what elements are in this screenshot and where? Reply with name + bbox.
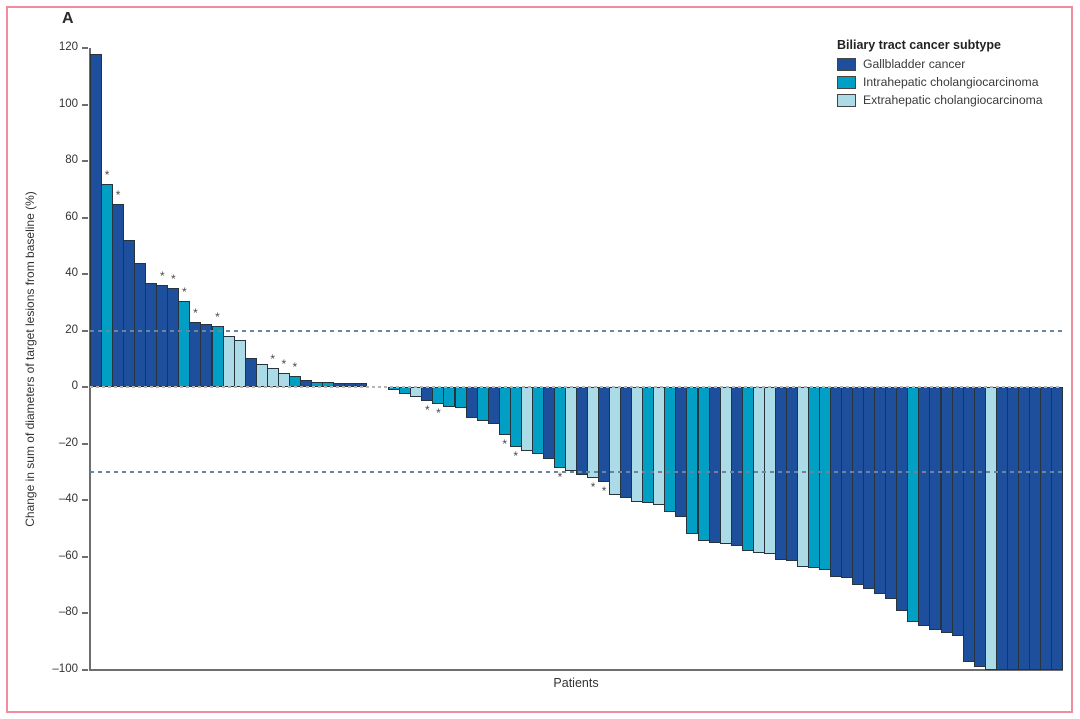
significance-asterisk: * — [281, 356, 287, 371]
reference-line--30 — [90, 471, 1062, 474]
significance-asterisk: * — [104, 167, 110, 182]
panel-label: A — [62, 10, 74, 27]
legend-swatch-extrahepatic — [837, 93, 856, 107]
significance-asterisk: * — [170, 272, 176, 287]
waterfall-bar-gallbladder — [1050, 387, 1063, 670]
y-tick-label: 60 — [65, 210, 78, 223]
y-tick-mark — [82, 273, 88, 276]
significance-asterisk: * — [513, 448, 519, 463]
y-tick-mark — [82, 103, 88, 106]
y-tick-mark — [82, 386, 88, 389]
y-tick-mark — [82, 329, 88, 332]
significance-asterisk: * — [557, 469, 563, 484]
y-tick-label: 40 — [65, 267, 78, 280]
significance-asterisk: * — [436, 406, 441, 421]
x-axis-line — [89, 669, 1063, 671]
x-axis-title: Patients — [553, 676, 599, 690]
legend-swatch-intrahepatic — [837, 75, 856, 89]
significance-asterisk: * — [270, 352, 276, 367]
y-tick-label: –80 — [58, 606, 78, 619]
y-tick-label: 0 — [71, 380, 78, 393]
plot-area: * * * * * * * * * * * * * * * * * 120 100 80 60 40 20 0 –20 –40 –… — [52, 41, 1063, 675]
y-tick-mark — [82, 612, 88, 615]
y-tick-label: –60 — [58, 549, 78, 562]
legend: Biliary tract cancer subtype Gallbladder… — [837, 38, 1073, 111]
y-tick-mark — [82, 669, 88, 671]
significance-asterisk: * — [215, 309, 220, 324]
y-tick-mark — [82, 499, 88, 502]
significance-asterisk: * — [601, 483, 607, 498]
legend-title: Biliary tract cancer subtype — [837, 38, 1001, 52]
y-tick-label: 100 — [58, 97, 78, 110]
significance-asterisk: * — [193, 306, 198, 321]
legend-label: Intrahepatic cholangiocarcinoma — [863, 75, 1039, 89]
significance-asterisk: * — [182, 285, 187, 300]
significance-asterisk: * — [590, 479, 596, 494]
reference-line-20 — [90, 329, 1062, 332]
y-tick-label: 80 — [65, 154, 78, 167]
significance-asterisk: * — [292, 359, 298, 374]
y-tick-label: –20 — [58, 436, 78, 449]
y-tick-mark — [82, 555, 88, 558]
y-tick-mark — [82, 160, 88, 163]
y-tick-label: 120 — [58, 41, 78, 53]
y-tick-label: –100 — [52, 663, 78, 675]
legend-item-extrahepatic: Extrahepatic cholangiocarcinoma — [837, 93, 1073, 107]
y-tick-mark — [82, 47, 88, 49]
legend-swatch-gallbladder — [837, 57, 856, 71]
significance-asterisk: * — [115, 187, 121, 202]
y-tick-label: 20 — [65, 323, 78, 336]
legend-items: Gallbladder cancer Intrahepatic cholangio… — [837, 57, 1073, 107]
legend-item-intrahepatic: Intrahepatic cholangiocarcinoma — [837, 75, 1073, 89]
reference-line-0 — [90, 386, 1062, 388]
y-tick-mark — [82, 442, 88, 445]
significance-asterisk: * — [159, 269, 165, 284]
legend-label: Gallbladder cancer — [863, 57, 966, 71]
y-tick-label: –40 — [58, 493, 78, 506]
y-tick-mark — [82, 216, 88, 219]
significance-asterisk: * — [502, 437, 508, 452]
legend-label: Extrahepatic cholangiocarcinoma — [863, 93, 1043, 107]
significance-asterisk: * — [425, 403, 430, 418]
legend-item-gallbladder: Gallbladder cancer — [837, 57, 1073, 71]
y-axis-title: Change in sum of diameters of target les… — [23, 191, 37, 527]
